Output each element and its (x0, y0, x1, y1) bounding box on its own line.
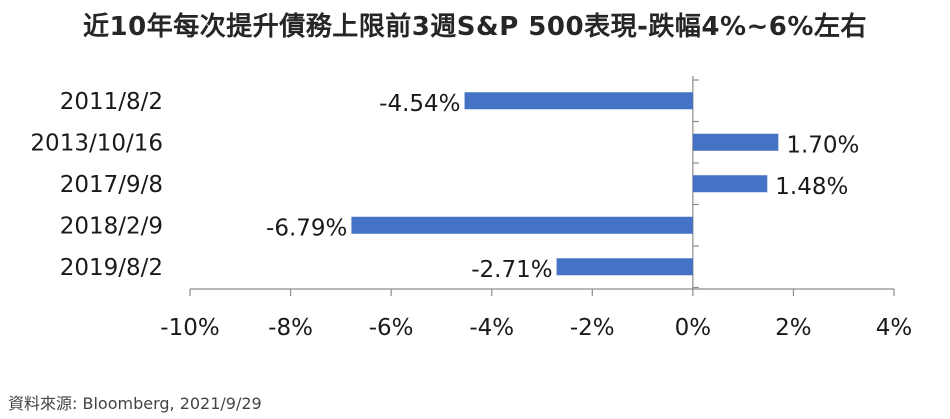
data-label: 1.70% (786, 132, 859, 158)
bar (351, 216, 693, 234)
x-tick-label: -2% (570, 315, 615, 341)
category-label: 2019/8/2 (60, 255, 163, 281)
x-tick-label: 0% (675, 315, 712, 341)
x-tick-label: -8% (268, 315, 313, 341)
bar (692, 133, 779, 151)
chart-title: 近10年每次提升債務上限前3週S&P 500表現-跌幅4%~6%左右 (83, 12, 867, 42)
x-tick-label: -10% (160, 315, 219, 341)
bar (556, 258, 693, 276)
source-note: 資料來源: Bloomberg, 2021/9/29 (8, 394, 262, 413)
bar (692, 175, 768, 193)
data-label: 1.48% (775, 174, 848, 200)
data-label: -2.71% (471, 257, 552, 283)
data-label: -6.79% (266, 215, 347, 241)
category-label: 2011/8/2 (60, 89, 163, 115)
bar (464, 92, 693, 110)
data-label: -4.54% (379, 91, 460, 117)
x-tick-label: -4% (469, 315, 514, 341)
category-label: 2013/10/16 (30, 130, 163, 156)
x-tick-label: 2% (775, 315, 812, 341)
category-label: 2018/2/9 (60, 213, 163, 239)
x-tick-label: 4% (876, 315, 913, 341)
x-tick-label: -6% (369, 315, 414, 341)
category-label: 2017/9/8 (60, 172, 163, 198)
